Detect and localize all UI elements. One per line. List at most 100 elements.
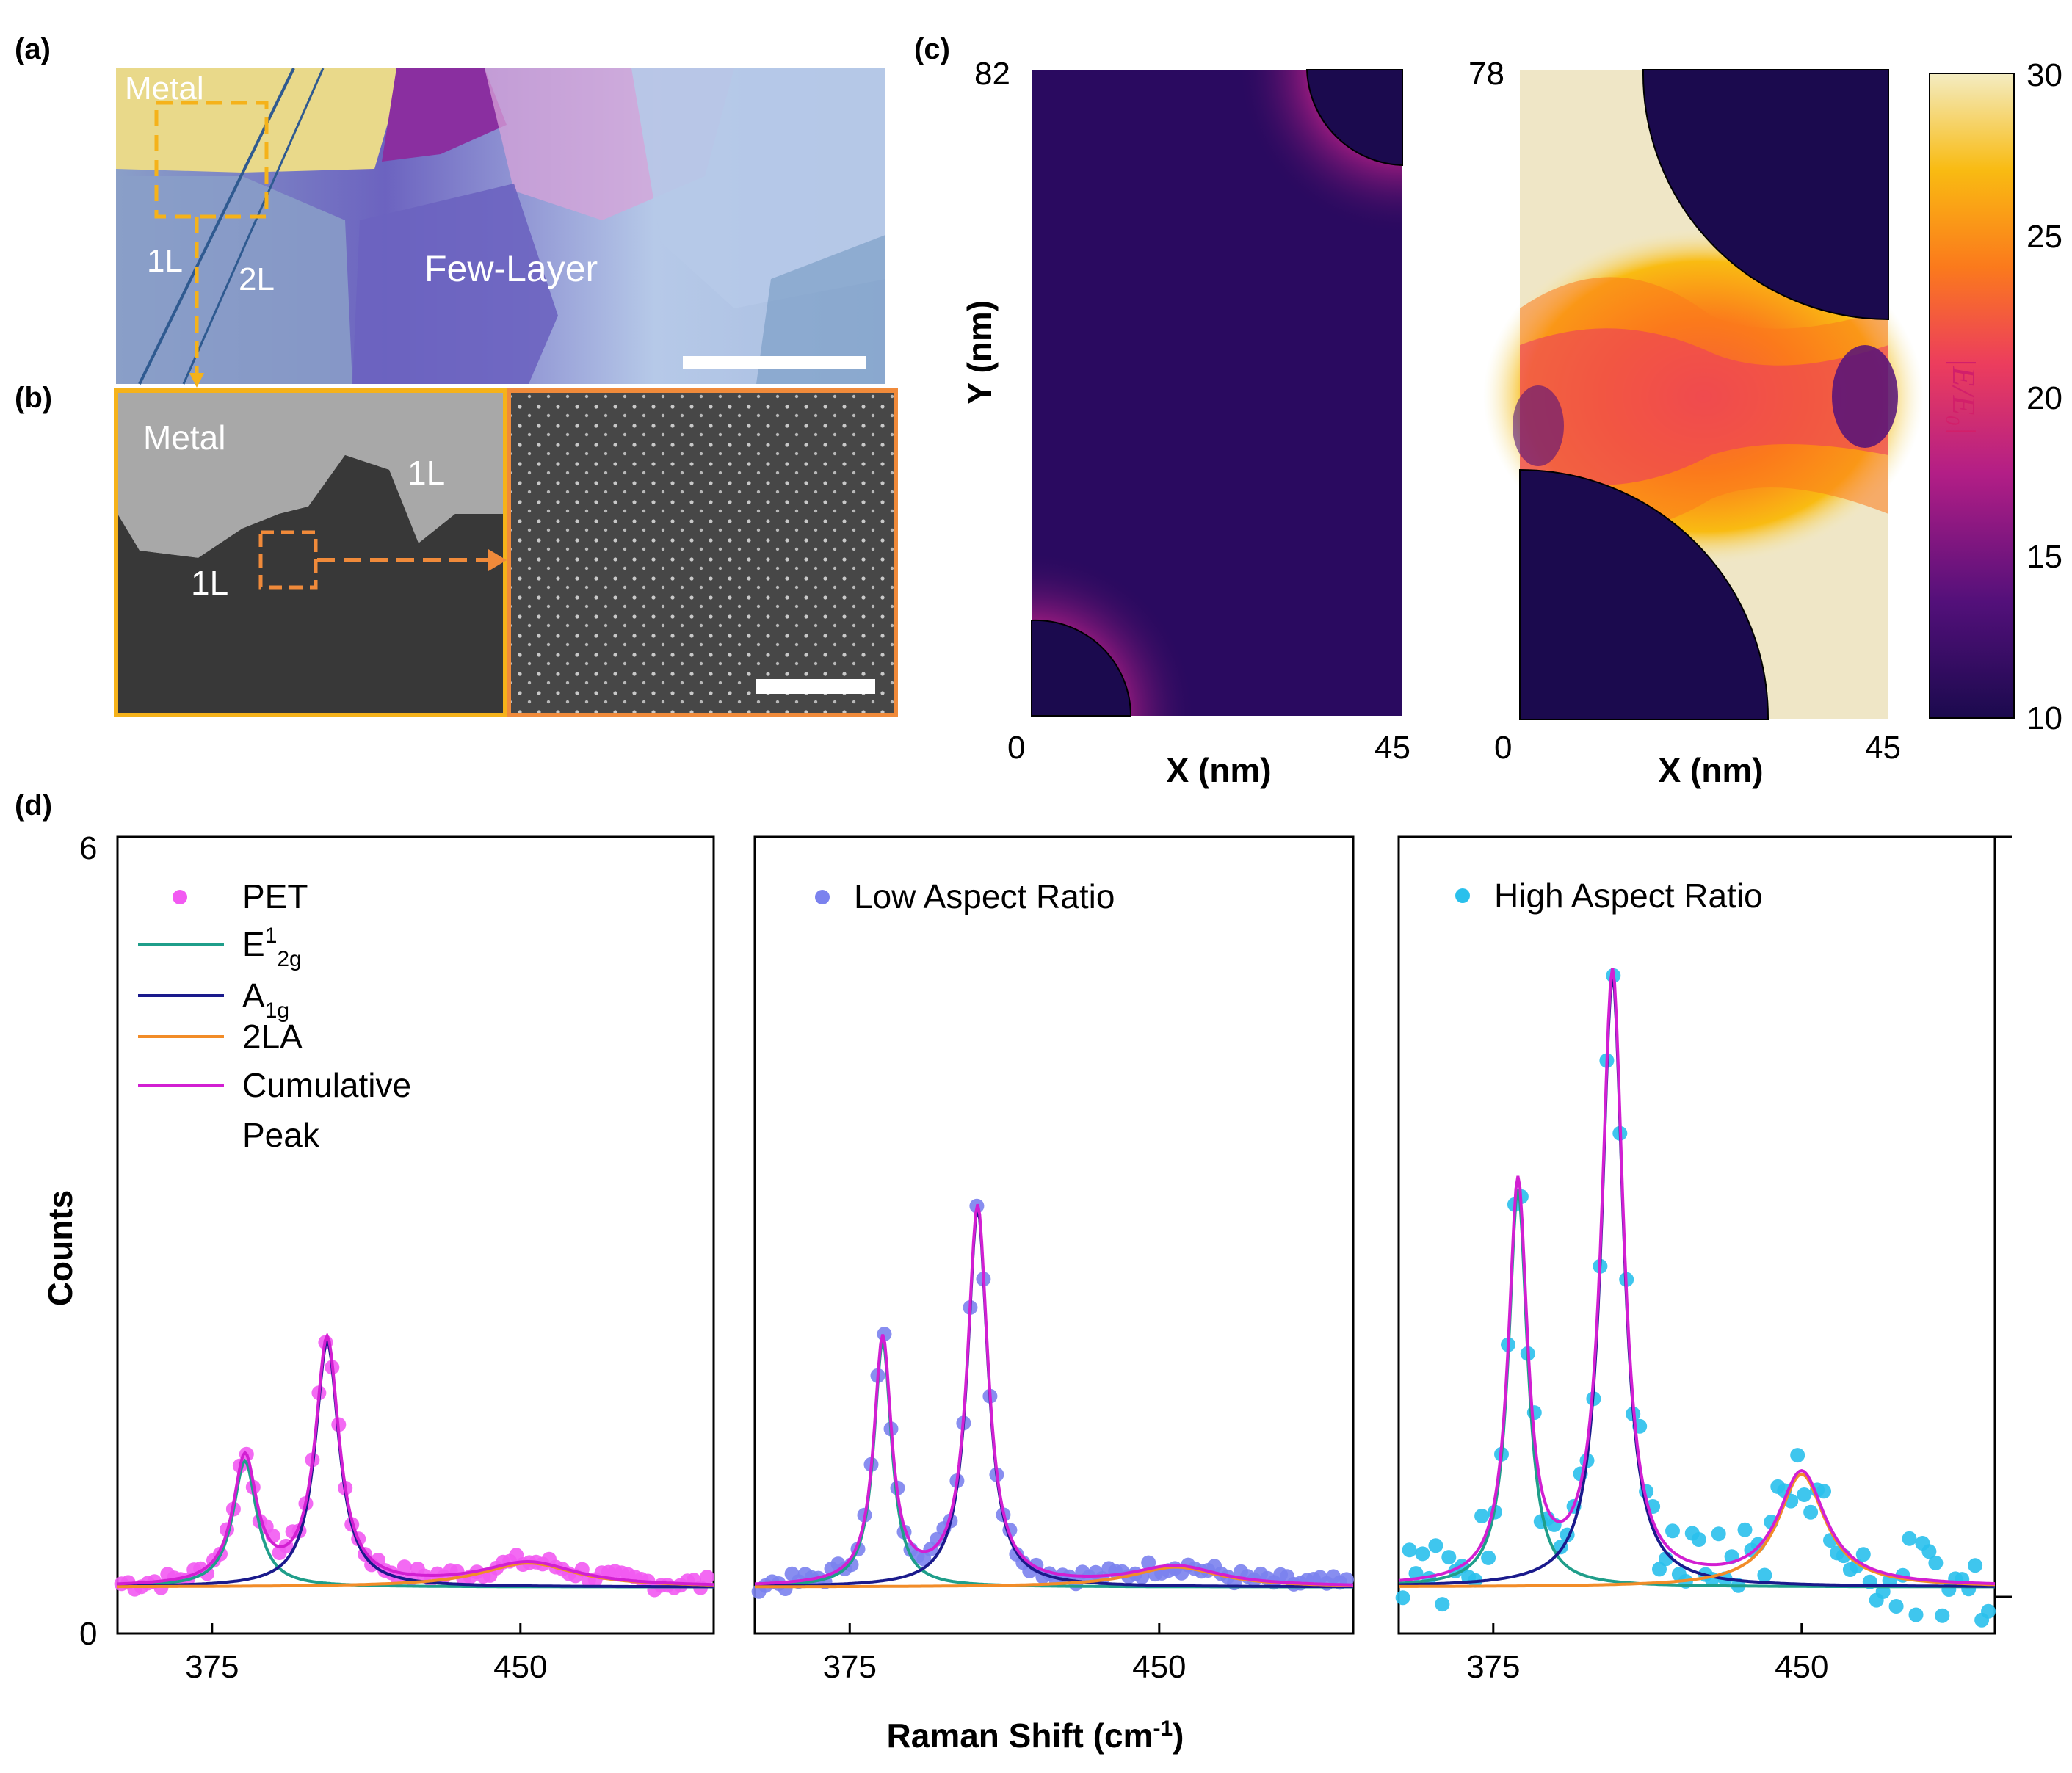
raman-plot-high-aspect: 375 450 High Aspect Ratio [1395, 835, 2012, 1685]
data-point [1921, 1544, 1937, 1559]
sem-right-frame [507, 388, 898, 717]
x-ticks-high-aspect: 375 450 [1466, 1623, 1829, 1685]
label-1l-a: 1L [147, 243, 183, 279]
metal-flake-sem [117, 392, 504, 558]
a1g-line [117, 1338, 714, 1589]
panel-label-c: (c) [914, 33, 950, 65]
legend-low-aspect-marker [815, 890, 830, 904]
sem-image-left: Metal 1L 1L [114, 388, 507, 717]
data-point [1790, 1448, 1805, 1463]
inset-box-b [258, 530, 318, 590]
legend-cumulative-label-line2: Peak [242, 1116, 320, 1154]
field-map-left [1031, 69, 1403, 717]
x-tick-label: 450 [1132, 1649, 1186, 1685]
scale-bar-b [756, 679, 875, 694]
data-point [1441, 1550, 1457, 1565]
sem-left-frame [114, 388, 507, 717]
metal-region [116, 68, 404, 173]
plot-frame-low-aspect [753, 835, 1355, 1635]
colorbar-tick-30: 30 [2026, 57, 2062, 93]
label-metal-a: Metal [125, 70, 204, 106]
field-map-right [1483, 69, 1924, 720]
data-point [1474, 1509, 1490, 1523]
2la-line [1399, 1472, 1996, 1588]
data-point [1415, 1546, 1430, 1562]
data-point [1855, 1547, 1871, 1562]
left-map-x-max: 45 [1374, 730, 1410, 766]
left-map-x-min: 0 [1007, 730, 1025, 766]
label-metal-b: Metal [143, 418, 225, 457]
right-map-x-min: 0 [1494, 730, 1512, 766]
right-map-x-max: 45 [1865, 730, 1901, 766]
data-point [1481, 1550, 1496, 1565]
x-tick-label: 375 [1466, 1649, 1520, 1685]
x-ticks-low-aspect: 375 450 [823, 1623, 1187, 1685]
e2g-line [754, 1341, 1353, 1589]
legend-high-aspect-marker [1455, 888, 1470, 903]
label-few-layer-a: Few-Layer [424, 248, 598, 289]
colorbar: 30 25 20 15 10 |E/E₀| [1929, 57, 2062, 736]
colorbar-tick-20: 20 [2026, 380, 2062, 416]
data-point [1816, 1484, 1831, 1499]
y-tick-top: 6 [79, 830, 97, 866]
colorbar-tick-25: 25 [2026, 219, 2062, 255]
legend-2la-label: 2LA [242, 1018, 303, 1056]
a1g-line [755, 1208, 1353, 1589]
sem-image-right [507, 388, 898, 717]
plot-frame-pet [116, 835, 715, 1635]
data-point [1968, 1558, 1983, 1573]
label-2l-a: 2L [239, 261, 275, 297]
data-point [1691, 1532, 1706, 1547]
raman-plot-pet: 375 450 PET E12g A1g 2LA Cumulative Peak [114, 835, 715, 1685]
optical-micrograph: Metal 1L 2L Few-Layer [116, 68, 885, 388]
scale-bar-a [683, 356, 866, 369]
data-point [1902, 1531, 1917, 1546]
data-point [1395, 1590, 1410, 1606]
data-point [1402, 1542, 1417, 1558]
cumulative-line [1398, 968, 1996, 1586]
data-point [1665, 1523, 1680, 1539]
x-tick-label: 375 [185, 1649, 239, 1685]
cumulative-line [117, 1332, 714, 1587]
legend-pet-marker [173, 890, 187, 904]
legend-cumulative-label: Cumulative [242, 1066, 411, 1104]
data-point [1981, 1603, 1996, 1619]
label-1l-b-top: 1L [407, 454, 445, 492]
data-point [1428, 1538, 1443, 1553]
colorbar-tick-15: 15 [2026, 539, 2062, 575]
x-tick-label: 450 [1775, 1649, 1828, 1685]
inset-box-a [154, 101, 269, 219]
colorbar-label: |E/E₀| [1946, 358, 1982, 435]
x-ticks-pet: 375 450 [185, 1623, 548, 1685]
x-tick-label: 375 [823, 1649, 877, 1685]
data-point [700, 1570, 714, 1585]
data-point [1339, 1572, 1354, 1587]
panel-label-a: (a) [15, 33, 51, 65]
data-point [1928, 1555, 1944, 1570]
data-point [1141, 1555, 1156, 1570]
right-map-y-max: 78 [1468, 56, 1504, 92]
left-map-y-max: 82 [974, 56, 1010, 92]
legend-high-aspect-label: High Aspect Ratio [1494, 877, 1763, 915]
x-axis-label: Raman Shift (cm-1) [887, 1716, 1184, 1755]
y-tick-bottom: 0 [79, 1616, 97, 1652]
data-point [1797, 1487, 1812, 1502]
map-y-label: Y (nm) [960, 300, 999, 405]
label-1l-b-bottom: 1L [191, 564, 228, 602]
data-point [1737, 1522, 1753, 1537]
data-point [1935, 1608, 1950, 1623]
legend-pet: PET E12g A1g 2LA Cumulative Peak [138, 877, 411, 1154]
data-point [930, 1531, 945, 1547]
colorbar-tick-10: 10 [2026, 700, 2062, 736]
panel-label-b: (b) [15, 382, 52, 414]
y-axis-label: Counts [41, 1190, 79, 1306]
raman-plot-low-aspect: 375 450 Low Aspect Ratio [751, 835, 1355, 1685]
right-map-x-label: X (nm) [1658, 751, 1763, 789]
purple-flake [382, 68, 507, 162]
data-point [1908, 1607, 1924, 1622]
cumulative-line [754, 1203, 1354, 1587]
data-point [1757, 1567, 1772, 1583]
legend-e2g-label: E12g [242, 924, 302, 971]
plot-frame-high-aspect [1397, 835, 1996, 1635]
